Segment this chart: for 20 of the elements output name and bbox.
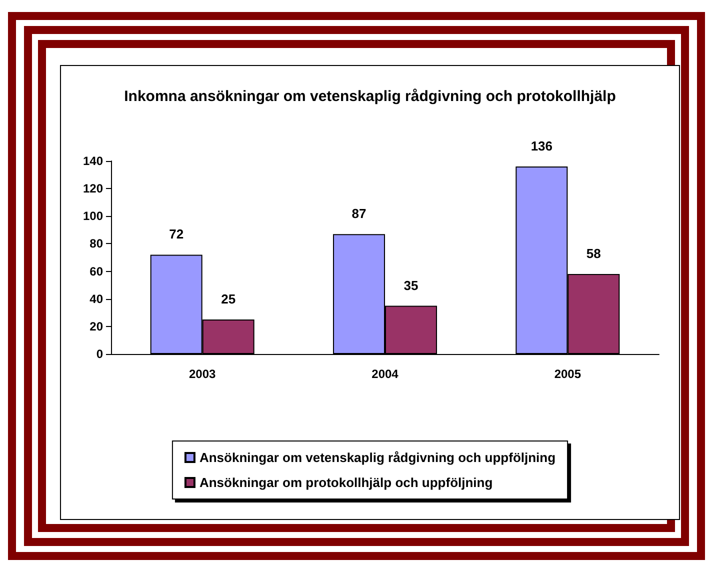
- data-label: 136: [530, 138, 553, 154]
- legend-label: Ansökningar om protokollhjälp och uppföljning: [199, 475, 493, 490]
- y-tick-label: 20: [90, 319, 104, 334]
- y-tick-label: 0: [96, 347, 104, 361]
- y-tick-label: 40: [90, 292, 104, 306]
- y-tick-label: 140: [82, 154, 104, 168]
- legend-label: Ansökningar om vetenskaplig rådgivning och uppföljning: [199, 450, 556, 465]
- x-tick-label: 2003: [188, 367, 216, 381]
- data-label: 58: [586, 246, 601, 262]
- x-tick-label: 2005: [554, 367, 582, 381]
- data-label: 35: [404, 278, 418, 293]
- y-tick-label: 60: [90, 264, 104, 278]
- data-label: 25: [221, 292, 236, 307]
- x-tick-label: 2004: [372, 367, 399, 381]
- chart-title: Inkomna ansökningar om vetenskaplig rådgivning och protokollhjälp: [124, 88, 616, 105]
- data-label: 87: [352, 206, 366, 222]
- data-label: 72: [169, 226, 184, 242]
- y-tick-label: 80: [90, 236, 104, 251]
- y-tick-label: 100: [82, 209, 104, 224]
- y-tick-label: 120: [82, 182, 104, 196]
